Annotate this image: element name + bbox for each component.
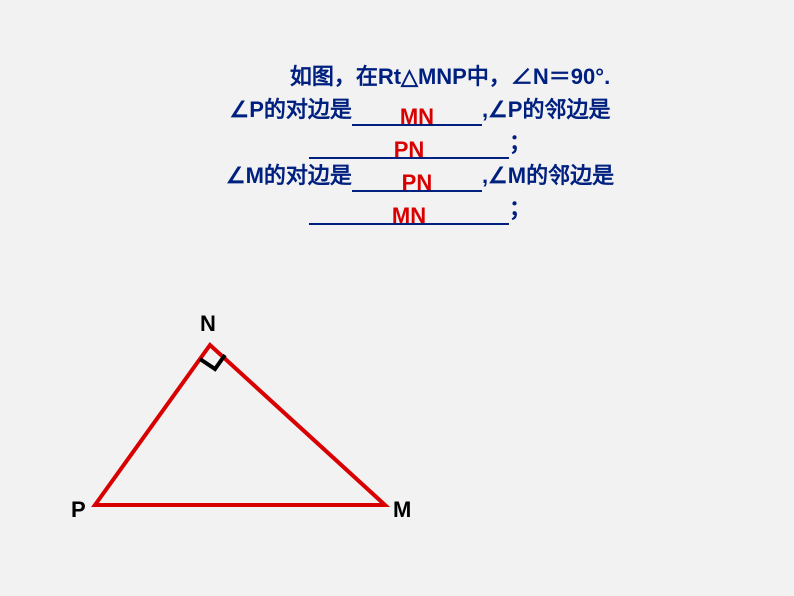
t: ； xyxy=(509,130,531,155)
blank-p-adjacent: PN xyxy=(309,135,509,159)
t: 如图，在 xyxy=(290,64,378,89)
t: M xyxy=(246,163,264,188)
t: N xyxy=(533,64,549,89)
t: 的对边是 xyxy=(264,163,352,188)
blank-m-opposite: PN xyxy=(352,168,482,192)
problem-text: 如图，在Rt△MNP中，∠N＝90°. ∠P的对边是MN,∠P的邻边是 PN； … xyxy=(140,60,700,225)
answer-pn-2: PN xyxy=(402,170,433,195)
t: 中，∠ xyxy=(467,64,533,89)
vertex-label-p: P xyxy=(71,497,86,523)
answer-mn-2: MN xyxy=(392,203,426,228)
t: ＝ xyxy=(549,64,571,89)
t: P xyxy=(508,97,523,122)
triangle-diagram: N P M xyxy=(65,305,435,565)
t: 90 xyxy=(571,64,595,89)
t: ∠ xyxy=(230,97,250,122)
t: M xyxy=(508,163,526,188)
vertex-label-m: M xyxy=(393,497,411,523)
t: 的邻边是 xyxy=(522,97,610,122)
answer-pn: PN xyxy=(394,137,425,162)
t: Rt△MNP xyxy=(378,64,467,89)
t: ∠ xyxy=(226,163,246,188)
line-5: MN ； xyxy=(140,192,700,225)
t: ； xyxy=(509,196,531,221)
triangle-svg xyxy=(65,305,435,565)
t: 的邻边是 xyxy=(526,163,614,188)
blank-p-opposite: MN xyxy=(352,102,482,126)
answer-mn: MN xyxy=(400,104,434,129)
t: 的对边是 xyxy=(264,97,352,122)
line-3: PN ； xyxy=(140,126,700,159)
line-1: 如图，在Rt△MNP中，∠N＝90°. xyxy=(140,60,700,93)
triangle-shape xyxy=(95,345,385,505)
t: ,∠ xyxy=(482,97,508,122)
blank-m-adjacent: MN xyxy=(309,201,509,225)
line-4: ∠M的对边是PN,∠M的邻边是 xyxy=(140,159,700,192)
t: °. xyxy=(595,64,610,89)
t: ,∠ xyxy=(482,163,508,188)
line-2: ∠P的对边是MN,∠P的邻边是 xyxy=(140,93,700,126)
vertex-label-n: N xyxy=(200,311,216,337)
t: P xyxy=(249,97,264,122)
